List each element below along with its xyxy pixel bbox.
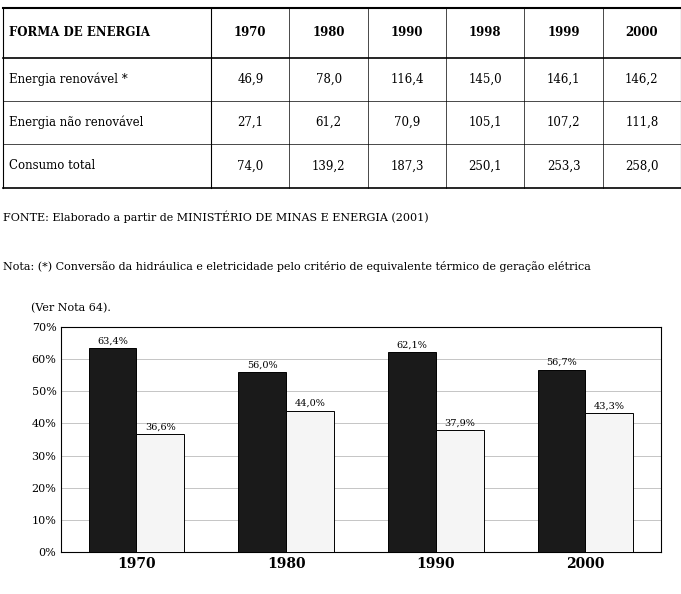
Bar [436,430,484,552]
Text: 1999: 1999 [548,26,580,39]
Text: FONTE: Elaborado a partir de MINISTÉRIO DE MINAS E ENERGIA (2001): FONTE: Elaborado a partir de MINISTÉRIO … [3,210,429,223]
Text: 107,2: 107,2 [547,116,580,129]
Text: 61,2: 61,2 [315,116,342,129]
Text: 116,4: 116,4 [390,73,424,86]
Text: Energia renovável *: Energia renovável * [9,72,127,86]
Text: 139,2: 139,2 [312,160,345,172]
Bar [89,348,136,552]
Text: 146,1: 146,1 [547,73,580,86]
Bar [586,413,633,552]
Bar [537,369,586,552]
Text: 1970: 1970 [234,26,266,39]
Text: 146,2: 146,2 [625,73,659,86]
Text: 187,3: 187,3 [390,160,424,172]
Text: 27,1: 27,1 [237,116,264,129]
Bar [388,352,436,552]
Bar [238,372,286,552]
Text: 258,0: 258,0 [625,160,659,172]
Text: 1980: 1980 [313,26,345,39]
Text: 253,3: 253,3 [547,160,580,172]
Text: 70,9: 70,9 [394,116,420,129]
Text: 74,0: 74,0 [237,160,264,172]
Text: 56,7%: 56,7% [546,358,577,367]
Text: 43,3%: 43,3% [594,401,625,410]
Text: 46,9: 46,9 [237,73,264,86]
Text: 37,9%: 37,9% [444,419,475,428]
Text: 2000: 2000 [626,26,658,39]
Text: Consumo total: Consumo total [9,160,95,172]
Bar [136,434,185,552]
Text: 145,0: 145,0 [469,73,502,86]
Bar [286,410,334,552]
Text: 56,0%: 56,0% [247,361,277,369]
Text: 1990: 1990 [391,26,423,39]
Text: 111,8: 111,8 [625,116,659,129]
Text: Nota: (*) Conversão da hidráulica e eletricidade pelo critério de equivalente té: Nota: (*) Conversão da hidráulica e elet… [3,261,591,273]
Text: 250,1: 250,1 [469,160,502,172]
Text: 44,0%: 44,0% [295,399,326,408]
Text: 62,1%: 62,1% [396,340,427,350]
Text: 63,4%: 63,4% [97,336,128,345]
Text: FORMA DE ENERGIA: FORMA DE ENERGIA [9,26,150,39]
Text: 78,0: 78,0 [315,73,342,86]
Text: (Ver Nota 64).: (Ver Nota 64). [3,303,111,314]
Text: 105,1: 105,1 [469,116,502,129]
Text: Energia não renovável: Energia não renovável [9,116,143,129]
Text: 36,6%: 36,6% [145,423,176,432]
Text: 1998: 1998 [469,26,501,39]
